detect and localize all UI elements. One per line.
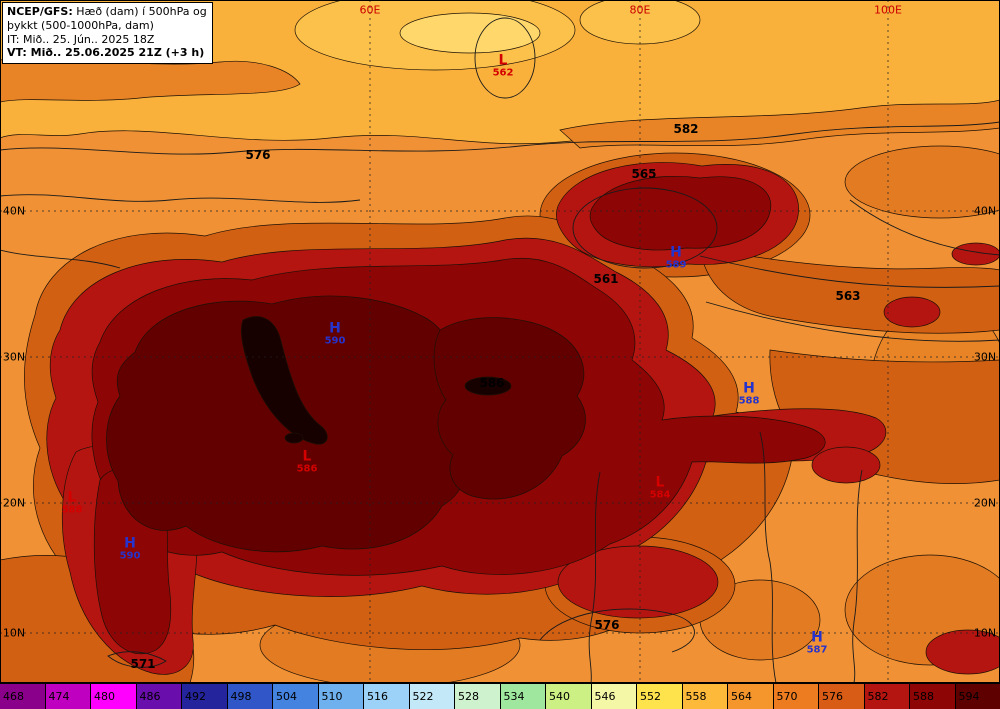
colorbar-cell: 504	[272, 684, 318, 709]
marker-value: 586	[296, 463, 318, 475]
contour-label: 561	[593, 272, 619, 286]
low-marker-letter: L	[302, 448, 312, 465]
axis-label-top: 100E	[874, 3, 902, 17]
pressure-marker: L 586	[297, 450, 318, 475]
low-marker-letter: L	[655, 474, 665, 491]
marker-value: 584	[649, 489, 671, 501]
colorbar-cell: 576	[818, 684, 864, 709]
grid-lines	[0, 0, 1000, 683]
colorbar-cell: 528	[454, 684, 500, 709]
colorbar: 468 474 480 486 492 498 504 510 516 522 528 534 540 5…	[0, 683, 1000, 709]
contour-label: 576	[245, 148, 271, 162]
colorbar-cell: 522	[408, 684, 454, 709]
marker-value: 588	[738, 395, 760, 407]
axis-label-left: 20N	[2, 496, 26, 510]
pressure-marker: L 562	[493, 54, 514, 79]
low-marker-letter: L	[498, 52, 508, 69]
colorbar-cell: 564	[727, 684, 773, 709]
contour-label: 582	[673, 122, 699, 136]
marker-value: 590	[119, 550, 141, 562]
pressure-marker: L 588	[62, 491, 83, 516]
marker-value: 589	[665, 259, 687, 271]
contour-label: 571	[130, 657, 156, 671]
title-box: NCEP/GFS: Hæð (dam) í 500hPa og þykkt (5…	[2, 2, 213, 64]
pressure-marker: H 587	[807, 631, 828, 656]
pressure-marker: H 590	[325, 322, 346, 347]
contour-label: 565	[631, 167, 657, 181]
axis-label-right: 10N	[973, 626, 997, 640]
colorbar-cell: 510	[317, 684, 363, 709]
marker-value: 562	[492, 67, 514, 79]
map-area: 60E 80E 100E 40N 30N 20N 10N 40N 30N 20N 10N 576 582…	[0, 0, 1000, 683]
colorbar-cell: 546	[590, 684, 636, 709]
contour-label: 563	[835, 289, 861, 303]
colorbar-cell: 474	[44, 684, 90, 709]
contour-label: 586	[479, 376, 505, 390]
colorbar-cell: 558	[681, 684, 727, 709]
colorbar-cell: 594	[954, 684, 1000, 709]
pressure-marker: H 590	[120, 537, 141, 562]
axis-label-right: 40N	[973, 204, 997, 218]
map-graphic	[0, 0, 1000, 683]
axis-label-left: 40N	[2, 204, 26, 218]
colorbar-cell: 552	[636, 684, 682, 709]
title-line-2: þykkt (500-1000hPa, dam)	[7, 18, 154, 32]
high-marker-letter: H	[811, 629, 823, 646]
axis-label-top: 60E	[359, 3, 381, 17]
colorbar-cell: 516	[363, 684, 409, 709]
title-line-1: NCEP/GFS: Hæð (dam) í 500hPa og	[7, 5, 207, 19]
colorbar-cell: 492	[181, 684, 227, 709]
axis-label-left: 30N	[2, 350, 26, 364]
high-marker-letter: H	[124, 535, 136, 552]
marker-value: 587	[806, 644, 828, 656]
low-marker-letter: L	[67, 489, 77, 506]
colorbar-cell: 582	[863, 684, 909, 709]
map-overlay: 60E 80E 100E 40N 30N 20N 10N 40N 30N 20N 10N 576 582…	[2, 3, 997, 672]
colorbar-cell: 486	[135, 684, 181, 709]
colorbar-cell: 468	[0, 684, 45, 709]
axis-label-right: 20N	[973, 496, 997, 510]
fill-regions	[0, 0, 1000, 683]
contour-label: 576	[594, 618, 620, 632]
title-line-1-rest: Hæð (dam) í 500hPa og	[72, 5, 207, 18]
colorbar-cell: 570	[772, 684, 818, 709]
pressure-marker: L 584	[650, 476, 671, 501]
marker-value: 590	[324, 335, 346, 347]
high-marker-letter: H	[743, 380, 755, 397]
marker-value: 588	[61, 504, 83, 516]
pressure-marker: H 588	[739, 382, 760, 407]
high-marker-letter: H	[329, 320, 341, 337]
contour-lines	[0, 17, 1000, 683]
colorbar-cell: 534	[499, 684, 545, 709]
pressure-marker: H 589	[666, 246, 687, 271]
colorbar-cell: 498	[226, 684, 272, 709]
axis-label-right: 30N	[973, 350, 997, 364]
colorbar-cell: 588	[909, 684, 955, 709]
product-label: NCEP/GFS:	[7, 5, 73, 18]
colorbar-cell: 480	[90, 684, 136, 709]
axis-label-left: 10N	[2, 626, 26, 640]
axis-label-top: 80E	[629, 3, 651, 17]
high-marker-letter: H	[670, 244, 682, 261]
valid-time: VT: Mið.. 25.06.2025 21Z (+3 h)	[7, 46, 205, 60]
colorbar-cell: 540	[545, 684, 591, 709]
init-time: IT: Mið.. 25. Jún.. 2025 18Z	[7, 32, 155, 46]
